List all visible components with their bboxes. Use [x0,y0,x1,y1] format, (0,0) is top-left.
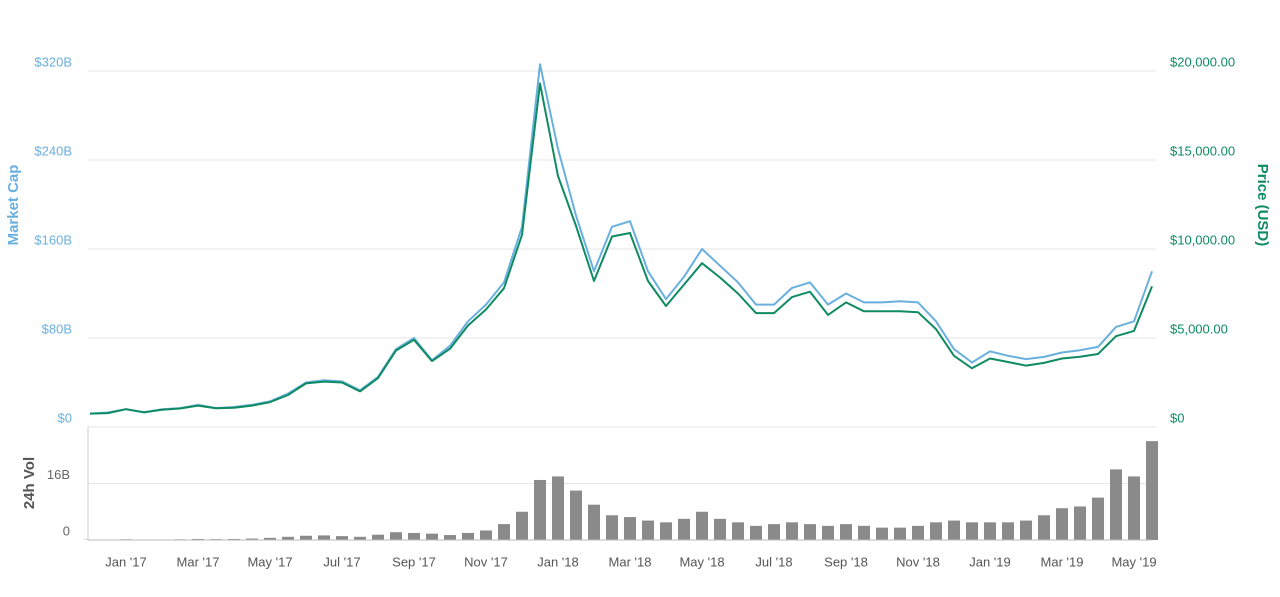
volume-bar [786,522,798,540]
volume-bar [444,535,456,540]
y-tick-label: $160B [34,232,72,247]
volume-bar [948,521,960,540]
volume-bar [930,522,942,540]
volume-bar [318,535,330,540]
x-tick-label: Jan '17 [105,554,147,569]
volume-bar [480,530,492,540]
x-tick-label: Mar '17 [177,554,220,569]
volume-bar [516,512,528,540]
y-tick-label: $80B [42,321,72,336]
series-line [90,64,1152,413]
volume-tick-label: 16B [47,467,70,482]
volume-bar [1002,522,1014,540]
x-tick-label: Sep '17 [392,554,436,569]
volume-bar [426,534,438,540]
x-tick-label: Nov '17 [464,554,508,569]
volume-bar [894,528,906,540]
volume-bar [678,519,690,540]
volume-tick-label: 0 [63,523,70,538]
x-tick-label: Mar '19 [1041,554,1084,569]
volume-bar [300,536,312,540]
volume-bar [1110,469,1122,540]
volume-bar [372,535,384,540]
volume-bar [1074,506,1086,540]
volume-bar [606,515,618,540]
y2-axis-title: Price (USD) [1254,164,1271,247]
volume-bar [498,524,510,540]
x-tick-label: Sep '18 [824,554,868,569]
volume-bar [804,524,816,540]
y2-tick-label: $15,000.00 [1170,143,1235,158]
volume-bar [570,491,582,540]
y-tick-label: $320B [34,54,72,69]
volume-bar [984,522,996,540]
volume-bar [1020,521,1032,540]
volume-bar [822,526,834,540]
volume-bar [840,524,852,540]
volume-bar [876,528,888,540]
volume-bar [552,476,564,540]
volume-bar [336,536,348,540]
x-tick-label: May '19 [1111,554,1156,569]
volume-bar [714,519,726,540]
volume-axis-title: 24h Vol [21,457,38,509]
volume-bar [660,522,672,540]
x-tick-label: Jan '19 [969,554,1011,569]
x-tick-label: May '17 [247,554,292,569]
volume-bar [696,512,708,540]
y2-tick-label: $5,000.00 [1170,321,1228,336]
volume-bar [1038,515,1050,540]
y-tick-label: $240B [34,143,72,158]
volume-bar [966,522,978,540]
volume-bar [1128,476,1140,540]
x-tick-label: Jul '18 [755,554,792,569]
y2-tick-label: $0 [1170,410,1184,425]
x-tick-label: May '18 [679,554,724,569]
volume-bar [1056,508,1068,540]
volume-bar [534,480,546,540]
volume-bar [588,505,600,540]
volume-bar [462,533,474,540]
y2-tick-label: $10,000.00 [1170,232,1235,247]
volume-bar [390,532,402,540]
volume-bar [624,517,636,540]
volume-bar [732,522,744,540]
volume-bar [1146,441,1158,540]
volume-bar [1092,498,1104,540]
x-tick-label: Jan '18 [537,554,579,569]
volume-bar [408,533,420,540]
x-tick-label: Mar '18 [609,554,652,569]
y-axis-title: Market Cap [5,165,22,246]
volume-bar [768,524,780,540]
y2-tick-label: $20,000.00 [1170,54,1235,69]
volume-bar [750,526,762,540]
x-tick-label: Jul '17 [323,554,360,569]
volume-bar [858,526,870,540]
y-tick-label: $0 [58,410,72,425]
volume-bar [642,521,654,540]
volume-bar [912,526,924,540]
x-tick-label: Nov '18 [896,554,940,569]
